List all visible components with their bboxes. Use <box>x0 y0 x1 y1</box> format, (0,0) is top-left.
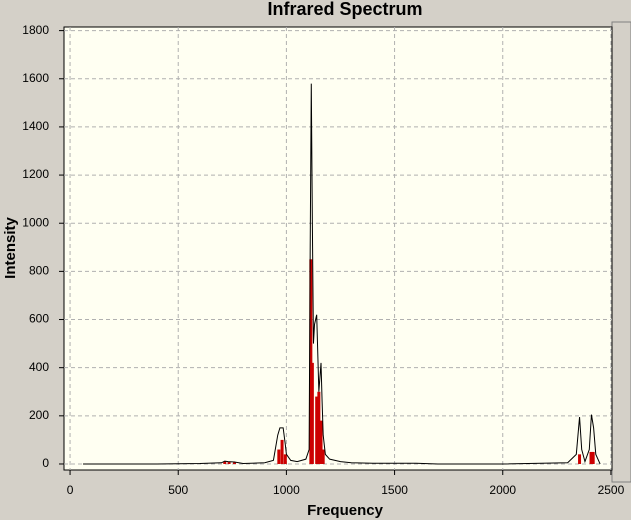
y-tick-label: 1400 <box>22 119 49 133</box>
stick <box>277 449 281 464</box>
chart-title: Infrared Spectrum <box>267 0 422 19</box>
stick <box>283 454 287 464</box>
stick <box>227 462 231 464</box>
stick <box>578 454 582 464</box>
x-tick-label: 2000 <box>489 483 516 497</box>
y-tick-label: 200 <box>29 408 49 422</box>
x-tick-label: 2500 <box>598 483 625 497</box>
stick <box>591 451 595 464</box>
plot-area <box>63 26 613 471</box>
stick <box>309 259 313 464</box>
x-tick-label: 1000 <box>273 483 300 497</box>
stick <box>280 439 284 464</box>
stick <box>317 391 321 464</box>
y-tick-label: 1800 <box>22 23 49 37</box>
stick <box>223 461 227 464</box>
x-axis-label: Frequency <box>307 502 384 519</box>
stick <box>589 451 593 464</box>
x-tick-label: 0 <box>67 483 74 497</box>
side-panel <box>611 21 631 483</box>
spectrum-line <box>83 83 601 465</box>
y-tick-label: 600 <box>29 312 49 326</box>
y-tick-label: 1200 <box>22 167 49 181</box>
x-tick-label: 1500 <box>381 483 408 497</box>
stick <box>319 420 323 464</box>
stick <box>310 362 314 464</box>
y-tick-label: 1600 <box>22 71 49 85</box>
y-tick-label: 0 <box>42 456 49 470</box>
stick <box>321 449 325 464</box>
y-tick-label: 400 <box>29 360 49 374</box>
x-tick-label: 500 <box>168 483 188 497</box>
stick <box>315 396 319 464</box>
y-tick-label: 1000 <box>22 215 49 229</box>
y-axis-label: Intensity <box>2 217 19 279</box>
stick <box>232 462 236 464</box>
y-tick-label: 800 <box>29 264 49 278</box>
